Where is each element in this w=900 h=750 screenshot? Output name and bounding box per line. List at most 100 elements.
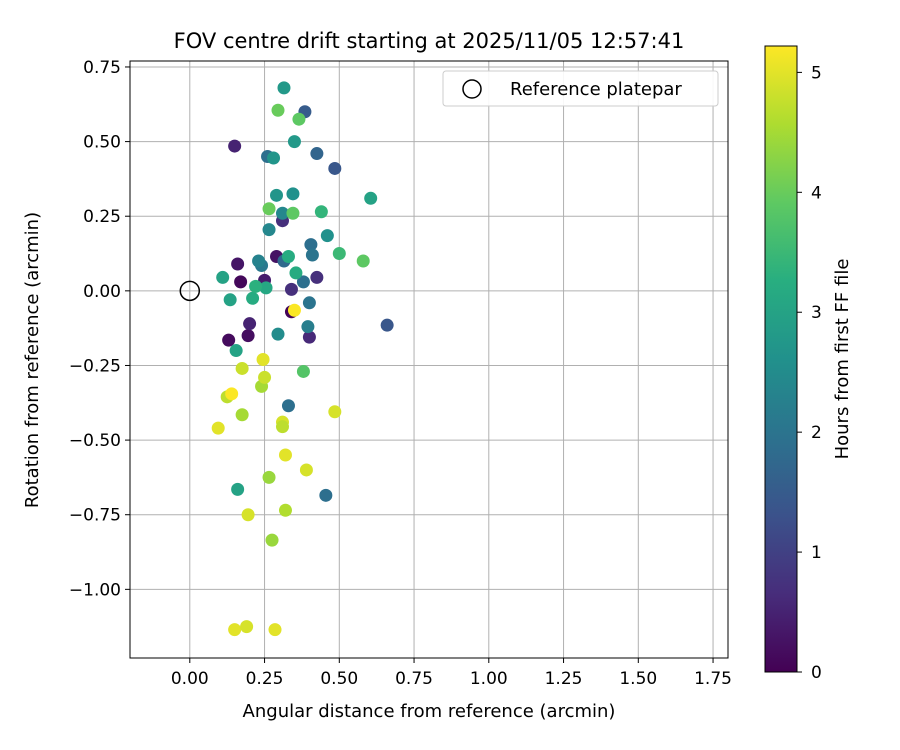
y-tick-label: −1.00 (69, 580, 121, 600)
data-point (287, 135, 301, 149)
y-tick-label: 0.75 (83, 58, 121, 78)
chart-title: FOV centre drift starting at 2025/11/05 … (174, 29, 685, 53)
data-point (216, 270, 230, 284)
colorbar-ticks: 0 1 2 3 4 5 (797, 63, 822, 683)
data-point (310, 270, 324, 284)
y-tick-label: 0.50 (83, 133, 121, 153)
data-point (275, 420, 289, 434)
data-point (258, 370, 272, 384)
data-point (231, 482, 245, 496)
data-point (319, 488, 333, 502)
data-point (243, 317, 257, 331)
data-point (235, 361, 249, 375)
data-point (292, 112, 306, 126)
y-tick-label: −0.75 (69, 506, 121, 526)
y-tick-label: 0.25 (83, 207, 121, 227)
data-point (271, 327, 285, 341)
data-point (380, 318, 394, 332)
colorbar: 0 1 2 3 4 5 Hours from first FF file (764, 45, 853, 683)
y-axis-ticks: 0.75 0.50 0.25 0.00 −0.25 −0.50 −0.75 −1.00 (69, 58, 130, 600)
y-axis-label: Rotation from reference (arcmin) (22, 212, 43, 508)
data-point (364, 191, 378, 205)
data-point (262, 223, 276, 237)
data-point (286, 187, 300, 201)
data-point (356, 254, 370, 268)
data-point (328, 405, 342, 419)
data-point (228, 139, 242, 153)
data-point (231, 257, 245, 271)
data-point (281, 399, 295, 413)
y-tick-label: −0.25 (69, 356, 121, 376)
data-point (225, 387, 239, 401)
data-point (256, 353, 270, 366)
data-point (262, 470, 276, 484)
x-tick-label: 1.75 (694, 669, 732, 689)
data-point (284, 282, 298, 296)
data-point (211, 421, 225, 435)
data-point (296, 275, 310, 289)
legend-marker-icon (462, 79, 482, 99)
plot-area (130, 61, 728, 658)
data-point (241, 508, 255, 522)
y-tick-label: 0.00 (83, 282, 121, 302)
colorbar-tick-label: 3 (811, 303, 822, 323)
data-point (241, 329, 255, 343)
x-tick-label: 1.00 (470, 669, 508, 689)
x-tick-label: 0.75 (395, 669, 433, 689)
y-tick-label: −0.50 (69, 431, 121, 451)
data-point (310, 147, 324, 161)
data-point (262, 202, 276, 216)
data-point (223, 293, 237, 307)
data-point (278, 448, 292, 462)
x-tick-label: 0.00 (171, 669, 209, 689)
legend: Reference platepar (442, 70, 719, 107)
data-point (278, 503, 292, 517)
colorbar-tick-label: 0 (811, 663, 822, 683)
data-point (268, 623, 282, 637)
x-tick-label: 0.25 (246, 669, 284, 689)
data-point (301, 320, 315, 334)
data-point (259, 281, 273, 295)
data-point (235, 408, 249, 422)
data-point (328, 161, 342, 175)
x-axis-ticks: 0.00 0.25 0.50 0.75 1.00 1.25 1.50 1.75 (171, 658, 732, 689)
data-point (252, 254, 266, 268)
data-point (246, 291, 260, 305)
data-point (265, 533, 279, 547)
data-point (286, 206, 300, 220)
colorbar-tick-label: 4 (811, 183, 822, 203)
data-point (302, 330, 316, 344)
data-point (281, 250, 295, 264)
legend-label: Reference platepar (510, 79, 682, 100)
colorbar-gradient (764, 45, 798, 673)
data-point (332, 247, 346, 261)
data-point (228, 623, 242, 637)
reference-platepar-marker (179, 280, 201, 302)
data-point (234, 275, 248, 289)
colorbar-tick-label: 2 (811, 423, 822, 443)
data-point (271, 103, 285, 117)
data-point (289, 266, 303, 280)
data-point (270, 188, 284, 202)
data-point (302, 296, 316, 310)
data-point (222, 333, 236, 347)
data-points (211, 81, 394, 637)
data-point (249, 279, 263, 293)
data-point (267, 151, 281, 165)
data-point (275, 206, 289, 220)
colorbar-tick-label: 5 (811, 63, 822, 83)
data-point (305, 248, 319, 262)
reference-marker-group (179, 280, 201, 302)
x-tick-label: 0.50 (320, 669, 358, 689)
x-tick-label: 1.50 (619, 669, 657, 689)
grid-lines (130, 61, 728, 658)
data-point (296, 364, 310, 378)
plot-frame (129, 60, 729, 659)
data-point (240, 620, 254, 634)
data-point (299, 463, 313, 477)
x-tick-label: 1.25 (545, 669, 583, 689)
colorbar-label: Hours from first FF file (832, 259, 853, 460)
data-point (320, 229, 334, 243)
data-point (314, 205, 328, 219)
